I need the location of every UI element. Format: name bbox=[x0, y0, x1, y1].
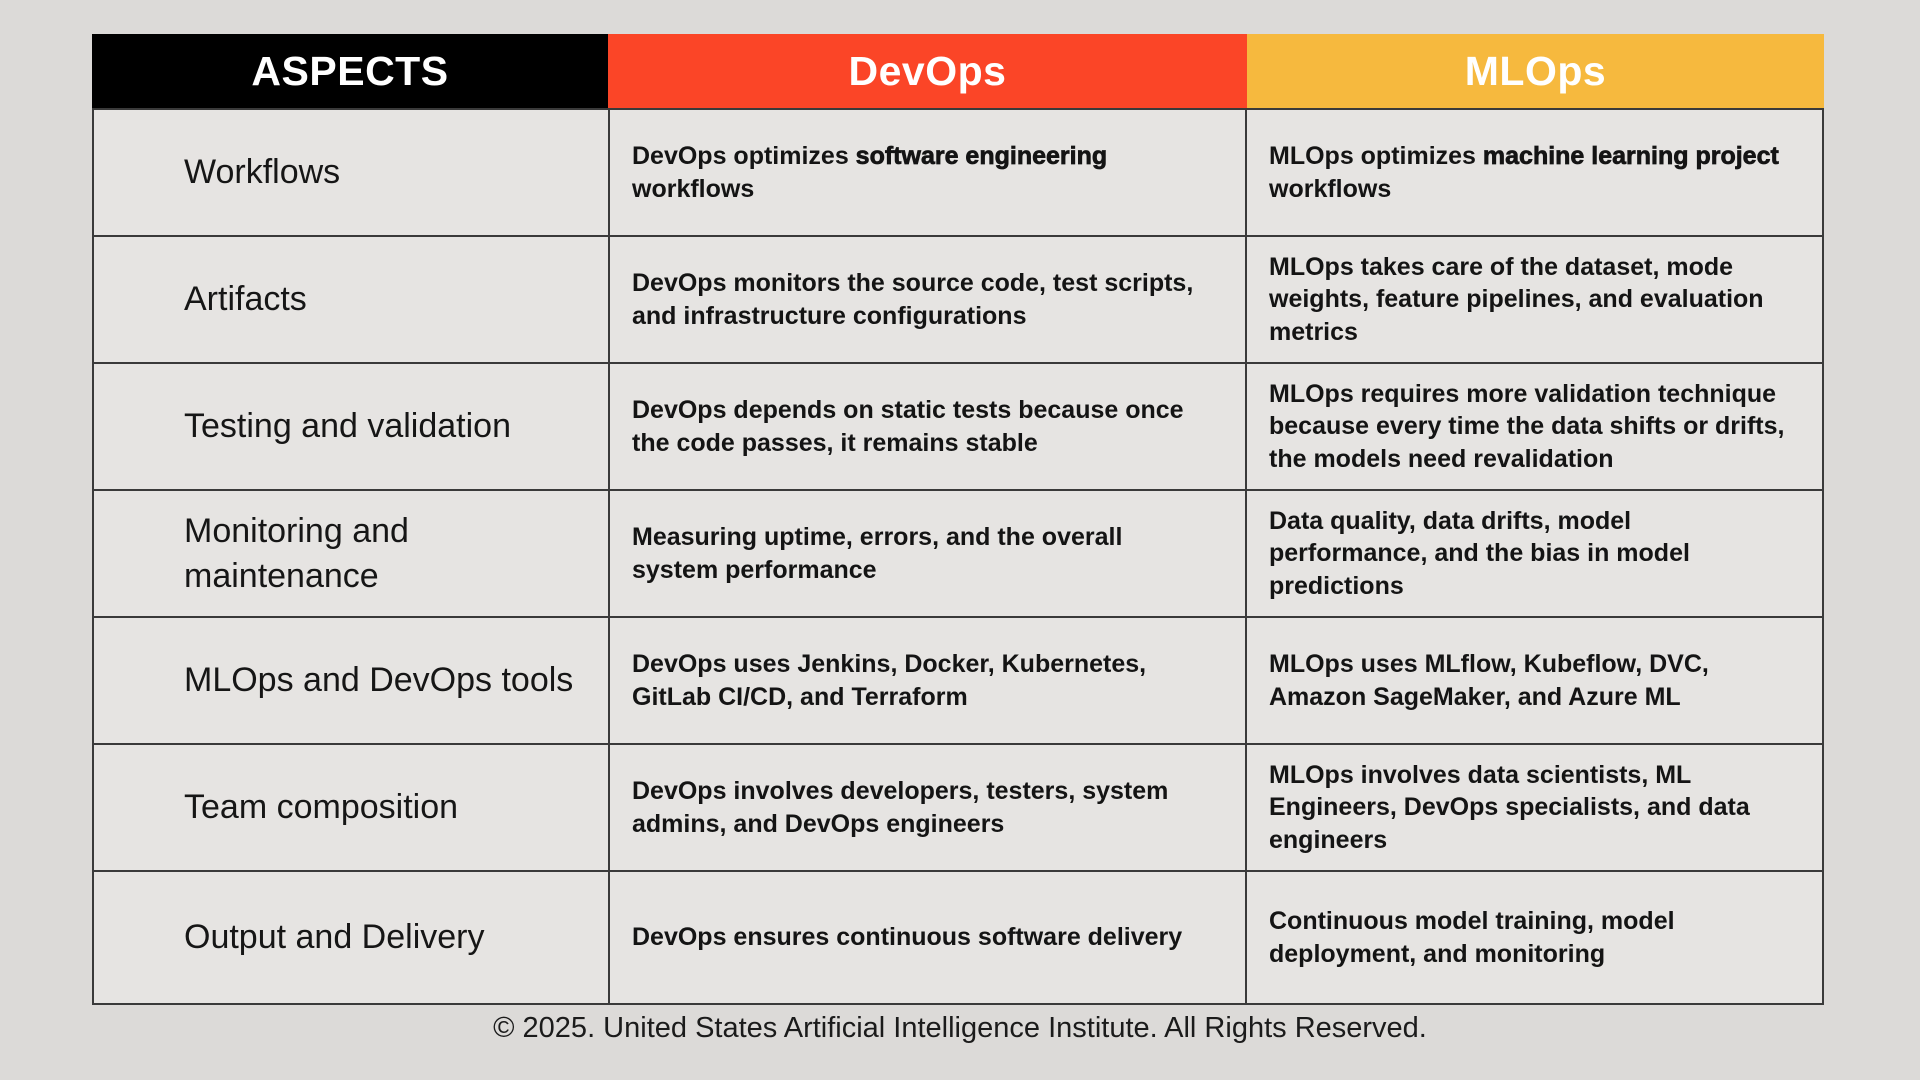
table-header-row: ASPECTS DevOps MLOps bbox=[92, 34, 1824, 108]
table-row: Output and Delivery DevOps ensures contin… bbox=[94, 872, 1822, 1003]
devops-cell-text: DevOps uses Jenkins, Docker, Kubernetes,… bbox=[632, 650, 1147, 711]
aspect-cell-text: Workflows bbox=[184, 153, 341, 192]
table-body: Workflows DevOps optimizes software engin… bbox=[92, 108, 1824, 1005]
devops-cell-text: Measuring uptime, errors, and the overal… bbox=[632, 523, 1123, 584]
mlops-cell-text: MLOps involves data scientists, ML Engin… bbox=[1269, 760, 1750, 854]
mlops-cell-text: MLOps uses MLflow, Kubeflow, DVC, Amazon… bbox=[1269, 650, 1709, 711]
table-row: MLOps and DevOps tools DevOps uses Jenkin… bbox=[94, 618, 1822, 745]
mlops-cell-text: MLOps requires more validation technique… bbox=[1269, 379, 1785, 473]
mlops-cell: MLOps requires more validation technique… bbox=[1245, 364, 1822, 489]
aspect-cell-text: Output and Delivery bbox=[184, 918, 485, 957]
header-cell-devops: DevOps bbox=[608, 34, 1247, 108]
aspect-cell: Team composition bbox=[94, 745, 608, 870]
devops-mlops-comparison-table: ASPECTS DevOps MLOps Workflows DevOps opt… bbox=[92, 34, 1824, 1005]
table-row: Artifacts DevOps monitors the source code… bbox=[94, 237, 1822, 364]
devops-cell-text: DevOps ensures continuous software deliv… bbox=[632, 923, 1183, 952]
aspect-cell: Monitoring and maintenance bbox=[94, 491, 608, 616]
table-row: Testing and validation DevOps depends on … bbox=[94, 364, 1822, 491]
devops-cell-text: DevOps monitors the source code, test sc… bbox=[632, 269, 1194, 330]
devops-cell-text: DevOps optimizes software engineering wo… bbox=[632, 142, 1108, 203]
table-row: Team composition DevOps involves develope… bbox=[94, 745, 1822, 872]
aspect-cell-text: Testing and validation bbox=[184, 407, 512, 446]
aspect-cell-text: Monitoring and maintenance bbox=[184, 512, 409, 595]
devops-cell: DevOps uses Jenkins, Docker, Kubernetes,… bbox=[608, 618, 1245, 743]
mlops-cell: Continuous model training, model deploym… bbox=[1245, 872, 1822, 1003]
mlops-cell: Data quality, data drifts, model perform… bbox=[1245, 491, 1822, 616]
aspect-cell-text: Artifacts bbox=[184, 280, 307, 319]
devops-cell: Measuring uptime, errors, and the overal… bbox=[608, 491, 1245, 616]
devops-cell: DevOps optimizes software engineering wo… bbox=[608, 110, 1245, 235]
aspect-cell: MLOps and DevOps tools bbox=[94, 618, 608, 743]
header-cell-aspects: ASPECTS bbox=[92, 34, 608, 108]
aspect-cell: Artifacts bbox=[94, 237, 608, 362]
devops-cell-text: DevOps depends on static tests because o… bbox=[632, 396, 1184, 457]
devops-cell: DevOps ensures continuous software deliv… bbox=[608, 872, 1245, 1003]
copyright-footer: © 2025. United States Artificial Intelli… bbox=[493, 1012, 1427, 1044]
table-row: Workflows DevOps optimizes software engin… bbox=[94, 110, 1822, 237]
mlops-cell: MLOps takes care of the dataset, mode we… bbox=[1245, 237, 1822, 362]
mlops-cell: MLOps involves data scientists, ML Engin… bbox=[1245, 745, 1822, 870]
devops-cell: DevOps monitors the source code, test sc… bbox=[608, 237, 1245, 362]
mlops-cell-text: MLOps takes care of the dataset, mode we… bbox=[1269, 252, 1764, 346]
table-row: Monitoring and maintenance Measuring upti… bbox=[94, 491, 1822, 618]
aspect-cell: Workflows bbox=[94, 110, 608, 235]
aspect-cell-text: MLOps and DevOps tools bbox=[184, 661, 574, 700]
devops-cell: DevOps involves developers, testers, sys… bbox=[608, 745, 1245, 870]
mlops-cell: MLOps uses MLflow, Kubeflow, DVC, Amazon… bbox=[1245, 618, 1822, 743]
mlops-cell-text: MLOps optimizes machine learning project… bbox=[1269, 142, 1779, 203]
mlops-cell-text: Data quality, data drifts, model perform… bbox=[1269, 506, 1690, 600]
mlops-cell: MLOps optimizes machine learning project… bbox=[1245, 110, 1822, 235]
devops-cell: DevOps depends on static tests because o… bbox=[608, 364, 1245, 489]
devops-cell-text: DevOps involves developers, testers, sys… bbox=[632, 777, 1169, 838]
aspect-cell-text: Team composition bbox=[184, 788, 459, 827]
aspect-cell: Testing and validation bbox=[94, 364, 608, 489]
aspect-cell: Output and Delivery bbox=[94, 872, 608, 1003]
mlops-cell-text: Continuous model training, model deploym… bbox=[1269, 907, 1675, 968]
header-cell-mlops: MLOps bbox=[1247, 34, 1824, 108]
